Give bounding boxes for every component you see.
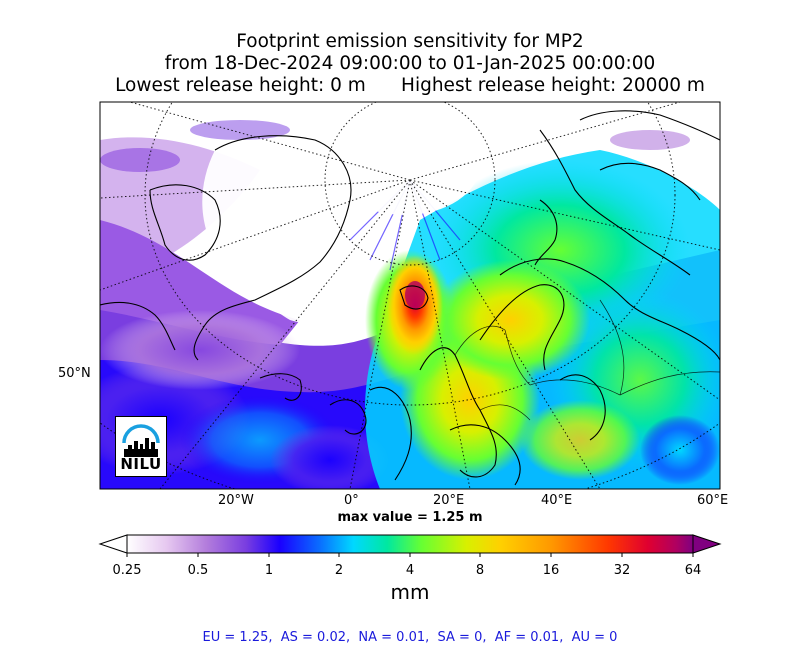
nilu-logo: NILU [115,416,167,477]
colorbar-label-0: 0.25 [112,563,142,578]
title-line-3: Lowest release height: 0 m Highest relea… [115,75,705,96]
map-frame [99,101,721,490]
colorbar-label-2: 1 [264,563,274,578]
colorbar-label-8: 64 [684,563,702,578]
nilu-skyline-icon [122,424,160,457]
region-stats: EU = 1.25, AS = 0.02, NA = 0.01, SA = 0,… [202,630,618,645]
lon-label-60e: 60°E [697,493,729,508]
lat-label-50n: 50°N [58,366,91,381]
lon-label-20w: 20°W [218,493,254,508]
title-line-1: Footprint emission sensitivity for MP2 [236,31,584,52]
lon-label-40e: 40°E [541,493,573,508]
colorbar-label-4: 4 [405,563,415,578]
nilu-logo-text: NILU [120,455,162,473]
title-line-2: from 18-Dec-2024 09:00:00 to 01-Jan-2025… [164,53,656,74]
colorbar [98,534,722,557]
colorbar-unit: mm [390,580,430,604]
colorbar-max-arrow [692,534,722,554]
lon-label-0: 0° [344,493,359,508]
colorbar-min-arrow [98,534,128,554]
colorbar-gradient [127,535,693,553]
max-value-label: max value = 1.25 m [337,510,483,525]
colorbar-label-3: 2 [334,563,344,578]
map-field [100,102,720,489]
colorbar-label-6: 16 [542,563,560,578]
colorbar-label-7: 32 [613,563,631,578]
colorbar-label-5: 8 [475,563,485,578]
colorbar-label-1: 0.5 [187,563,209,578]
lon-label-20e: 20°E [433,493,465,508]
